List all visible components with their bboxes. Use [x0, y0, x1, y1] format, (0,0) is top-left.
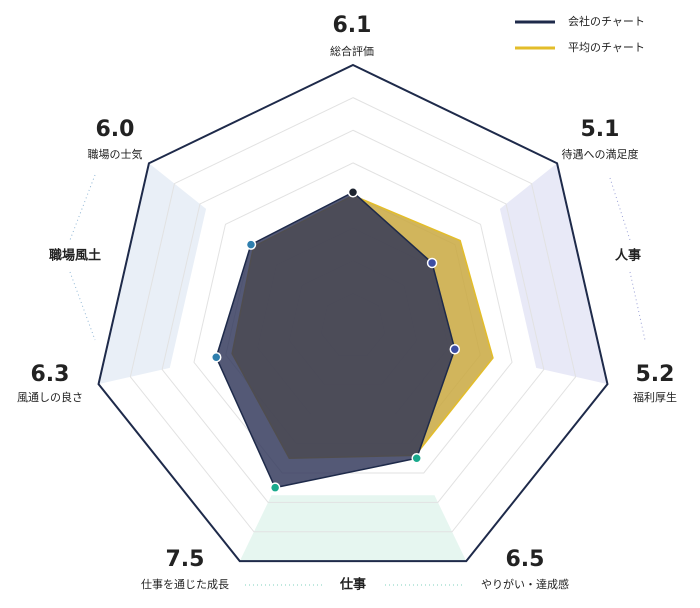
group-connector	[629, 271, 646, 341]
group-label: 職場風土	[49, 248, 101, 264]
group-label: 仕事	[339, 577, 366, 593]
group-connector	[69, 271, 96, 341]
axis-value: 6.0	[96, 117, 135, 142]
axis-value: 7.5	[166, 547, 205, 572]
group-shade	[239, 495, 467, 562]
group-connector	[609, 177, 631, 241]
axis-value: 6.1	[333, 13, 372, 38]
axis-value: 6.3	[31, 362, 70, 387]
data-point	[426, 257, 438, 269]
data-point	[210, 351, 222, 363]
legend-label: 平均のチャート	[568, 41, 645, 54]
legend-label: 会社のチャート	[568, 14, 645, 28]
grid-ring	[193, 162, 513, 474]
series-area	[215, 191, 456, 489]
data-point	[411, 453, 422, 464]
group-shade	[499, 163, 608, 385]
grid-ring	[161, 129, 545, 503]
data-point	[449, 343, 461, 355]
axis-label: 仕事を通じた成長	[141, 578, 229, 591]
axis-value: 5.2	[636, 362, 675, 387]
axis-value: 5.1	[581, 117, 620, 142]
group-connector	[69, 174, 96, 241]
axis-value: 6.5	[506, 547, 545, 572]
axis-label: 風通しの良さ	[17, 390, 83, 404]
group-label: 人事	[615, 248, 641, 264]
grid-ring	[129, 97, 577, 533]
axis-label: 総合評価	[330, 44, 374, 58]
axis-label: 福利厚生	[633, 390, 677, 404]
data-point	[245, 239, 257, 250]
axis-label: 待遇への満足度	[562, 147, 639, 161]
axis-label: やりがい・達成感	[481, 577, 569, 591]
axis-label: 職場の士気	[88, 147, 143, 161]
data-point	[347, 186, 359, 198]
data-point	[269, 482, 281, 493]
group-shade	[98, 163, 207, 385]
outer-frame	[97, 63, 609, 563]
